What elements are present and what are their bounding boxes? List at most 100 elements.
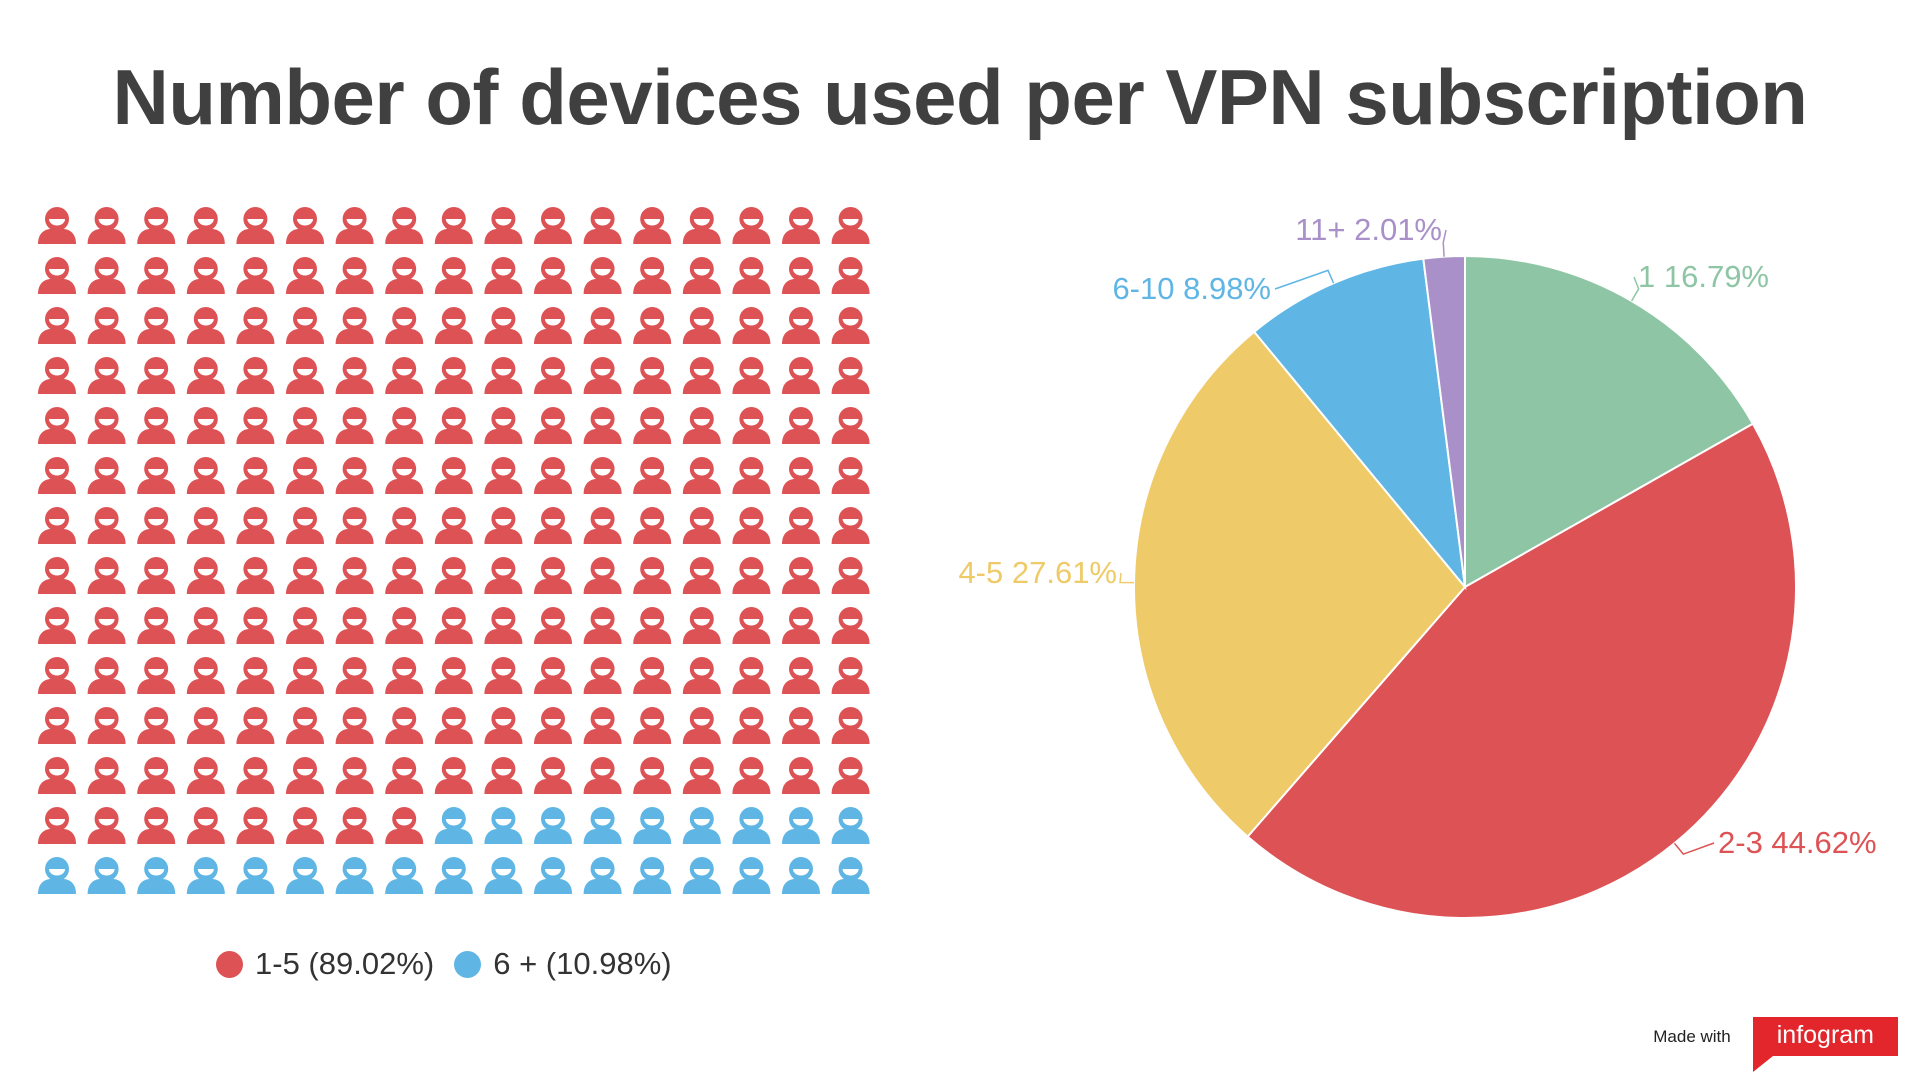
person-icon	[484, 657, 523, 694]
person-icon	[335, 307, 374, 344]
person-icon	[186, 307, 225, 344]
person-icon	[236, 407, 275, 444]
person-icon	[732, 557, 771, 594]
person-icon	[186, 757, 225, 794]
person-icon	[335, 807, 374, 844]
person-icon	[534, 407, 572, 444]
chart-title: Number of devices used per VPN subscript…	[112, 53, 1808, 141]
person-icon	[385, 657, 424, 694]
person-icon	[236, 707, 275, 744]
person-icon	[732, 507, 771, 544]
person-icon	[87, 607, 126, 644]
person-icon	[682, 407, 721, 444]
person-icon	[87, 207, 126, 244]
person-icon	[286, 207, 324, 244]
person-icon	[633, 557, 672, 594]
person-icon	[38, 757, 76, 794]
person-icon	[236, 357, 275, 394]
person-icon	[782, 307, 820, 344]
pie-slice-4-5[interactable]	[1133, 330, 1467, 839]
person-icon	[534, 357, 572, 394]
legend-item-1-5[interactable]: 1-5 (89.02%)	[216, 946, 434, 982]
person-icon	[87, 357, 126, 394]
person-icon	[236, 257, 275, 294]
person-icon	[335, 657, 374, 694]
person-icon	[782, 807, 820, 844]
person-icon	[137, 707, 176, 744]
person-icon	[137, 457, 176, 494]
person-icon	[732, 457, 771, 494]
person-icon	[286, 407, 324, 444]
person-icon	[534, 307, 572, 344]
pie-slice-6-10[interactable]	[1252, 257, 1467, 591]
person-icon	[87, 557, 126, 594]
person-icon	[732, 407, 771, 444]
pie-slice-2-3[interactable]	[1246, 422, 1797, 919]
person-icon	[137, 557, 176, 594]
person-icon	[682, 607, 721, 644]
person-icon	[633, 357, 672, 394]
person-icon	[385, 457, 424, 494]
person-icon	[87, 857, 126, 894]
person-icon	[682, 257, 721, 294]
person-icon	[732, 757, 771, 794]
made-with-text: Made with	[1653, 1026, 1731, 1046]
person-icon	[186, 457, 225, 494]
person-icon	[583, 457, 622, 494]
person-icon	[236, 607, 275, 644]
legend-dot-icon	[454, 950, 482, 978]
person-icon	[286, 557, 324, 594]
person-icon	[385, 507, 424, 544]
person-icon	[38, 307, 76, 344]
person-icon	[633, 707, 672, 744]
person-icon	[38, 407, 76, 444]
person-icon	[484, 357, 523, 394]
person-icon	[434, 357, 473, 394]
person-icon	[732, 607, 771, 644]
person-icon	[831, 557, 870, 594]
person-icon	[38, 657, 76, 694]
person-icon	[137, 807, 176, 844]
person-icon	[434, 707, 473, 744]
person-icon	[137, 607, 176, 644]
person-icon	[583, 407, 622, 444]
person-icon	[385, 207, 424, 244]
person-icon	[286, 807, 324, 844]
person-icon	[137, 257, 176, 294]
person-icon	[831, 807, 870, 844]
person-icon	[236, 757, 275, 794]
person-icon	[186, 407, 225, 444]
legend-dot-icon	[216, 950, 243, 978]
person-icon	[87, 657, 126, 694]
person-icon	[87, 757, 126, 794]
person-icon	[385, 607, 424, 644]
person-icon	[236, 207, 275, 244]
person-icon	[732, 707, 771, 744]
person-icon	[682, 507, 721, 544]
person-icon	[137, 507, 176, 544]
person-icon	[534, 657, 572, 694]
person-icon	[186, 207, 225, 244]
person-icon	[335, 857, 374, 894]
person-icon	[782, 657, 820, 694]
person-icon	[484, 207, 523, 244]
person-icon	[583, 507, 622, 544]
person-icon	[335, 207, 374, 244]
person-icon	[831, 457, 870, 494]
person-icon	[385, 757, 424, 794]
person-icon	[831, 507, 870, 544]
person-icon	[236, 307, 275, 344]
person-icon	[682, 657, 721, 694]
pie-slice-1[interactable]	[1464, 254, 1755, 589]
infogram-logo[interactable]: infogram	[1752, 1017, 1898, 1072]
person-icon	[831, 607, 870, 644]
person-icon	[137, 757, 176, 794]
person-icon	[831, 307, 870, 344]
person-icon	[484, 457, 523, 494]
person-icon	[38, 357, 76, 394]
person-icon	[87, 457, 126, 494]
person-icon	[732, 807, 771, 844]
legend-item-6-plus[interactable]: 6 + (10.98%)	[454, 946, 672, 982]
person-icon	[236, 457, 275, 494]
pie-slice-11-[interactable]	[1422, 254, 1466, 588]
